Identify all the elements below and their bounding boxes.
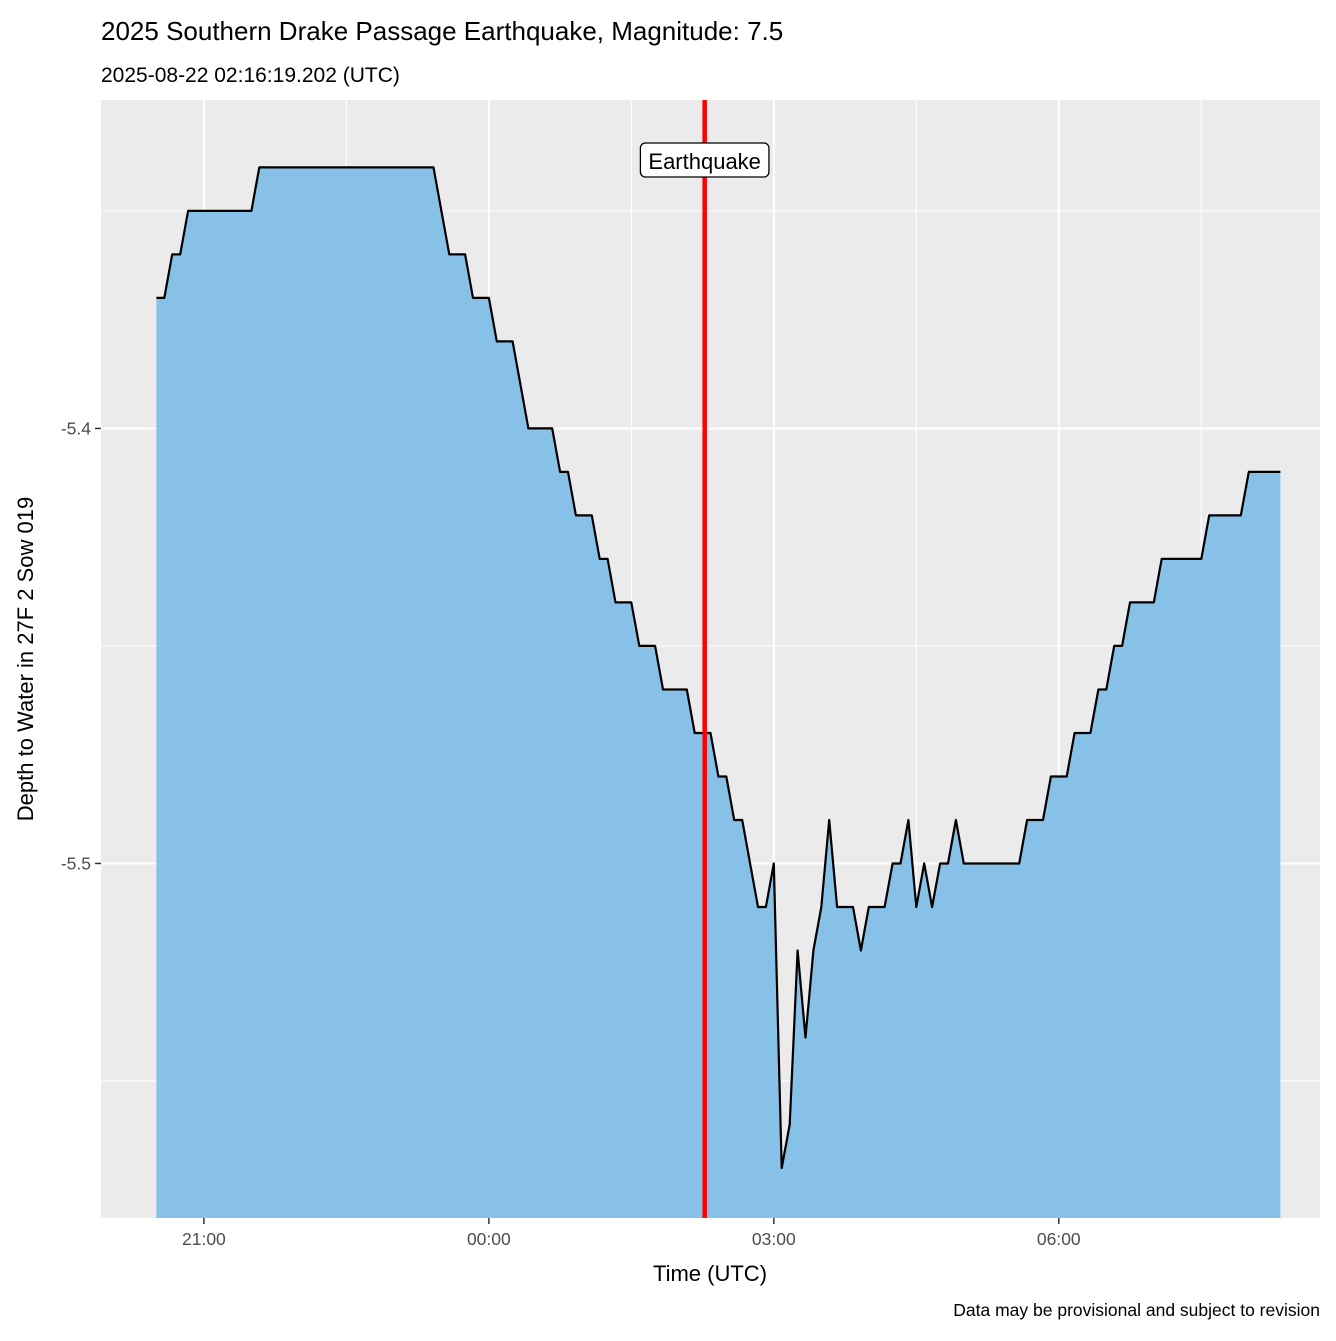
y-tick-label: -5.4 [61, 418, 91, 438]
area-fill [156, 167, 1281, 1218]
caption: Data may be provisional and subject to r… [953, 1300, 1320, 1320]
y-axis: -5.4 -5.5 [61, 418, 101, 873]
x-tick-label: 06:00 [1037, 1229, 1081, 1249]
x-tick-label: 21:00 [182, 1229, 226, 1249]
earthquake-label-text: Earthquake [648, 149, 761, 174]
chart-title: 2025 Southern Drake Passage Earthquake, … [101, 16, 783, 46]
series-line [156, 166, 1281, 1170]
earthquake-label: Earthquake [639, 142, 770, 178]
x-tick-label: 00:00 [467, 1229, 511, 1249]
chart-subtitle: 2025-08-22 02:16:19.202 (UTC) [101, 64, 400, 87]
x-axis: 21:00 00:00 03:00 06:00 [182, 1218, 1081, 1249]
y-tick-label: -5.5 [61, 853, 91, 873]
x-axis-title: Time (UTC) [653, 1261, 767, 1286]
x-tick-label: 03:00 [752, 1229, 796, 1249]
y-axis-title: Depth to Water in 27F 2 Sow 019 [13, 497, 38, 821]
